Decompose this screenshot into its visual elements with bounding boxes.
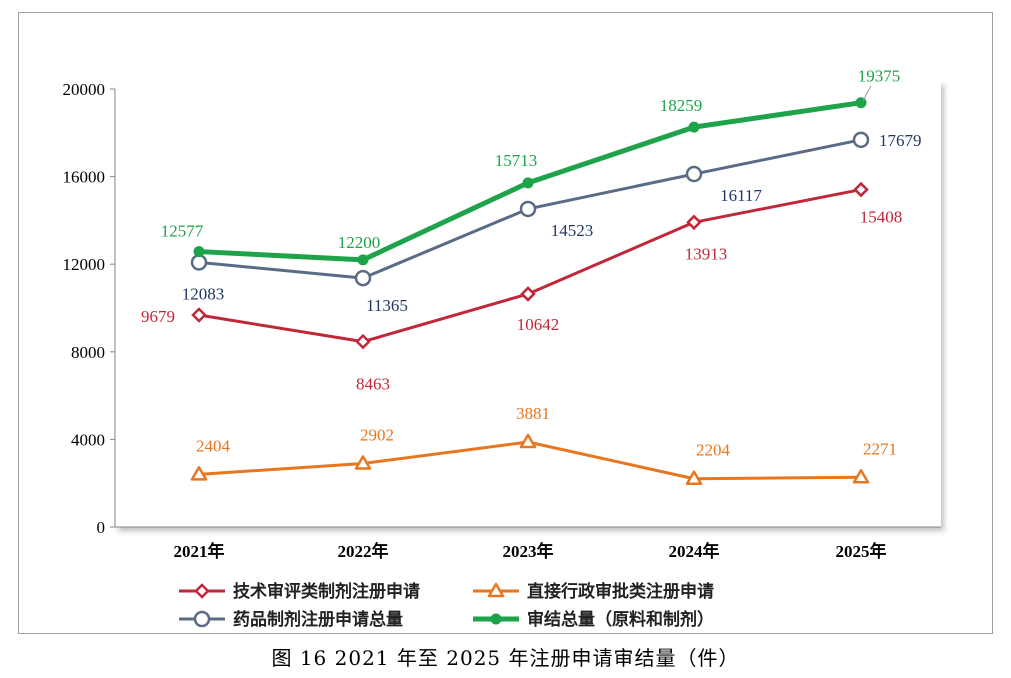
data-label: 2204 bbox=[696, 441, 731, 460]
data-label: 2902 bbox=[360, 425, 394, 444]
data-label: 12577 bbox=[161, 222, 204, 241]
data-label: 2271 bbox=[863, 439, 897, 458]
data-label: 14523 bbox=[551, 221, 594, 240]
line-chart: 0 4000 8000 12000 16000 20000 2021年 2022年 2023年… bbox=[63, 67, 941, 630]
x-tick-label: 2025年 bbox=[836, 541, 887, 561]
data-point bbox=[852, 469, 870, 484]
data-label: 9679 bbox=[141, 307, 175, 326]
data-point bbox=[357, 254, 369, 266]
data-label: 10642 bbox=[517, 315, 560, 334]
legend-label: 药品制剂注册申请总量 bbox=[233, 609, 403, 630]
data-label: 3881 bbox=[516, 404, 550, 423]
data-label: 17679 bbox=[879, 131, 922, 150]
data-point bbox=[193, 246, 205, 258]
legend-item-1: 技术审评类制剂注册申请 bbox=[179, 581, 420, 602]
series-1 bbox=[191, 181, 869, 350]
figure-caption: 图 16 2021 年至 2025 年注册申请审结量（件） bbox=[271, 646, 740, 670]
leader-line bbox=[862, 85, 872, 101]
legend-label: 技术审评类制剂注册申请 bbox=[233, 581, 420, 602]
data-point bbox=[686, 214, 702, 231]
legend-label: 直接行政审批类注册申请 bbox=[527, 581, 714, 602]
data-point bbox=[519, 433, 537, 449]
x-tick-label: 2023年 bbox=[503, 541, 554, 561]
series-layer bbox=[190, 97, 870, 485]
data-point bbox=[520, 286, 536, 302]
y-tick-label: 8000 bbox=[71, 343, 105, 362]
data-label: 19375 bbox=[858, 67, 901, 86]
series-3 bbox=[190, 131, 870, 287]
series-4 bbox=[193, 97, 867, 266]
data-point bbox=[354, 269, 372, 287]
data-point bbox=[855, 97, 867, 109]
y-tick-label: 4000 bbox=[71, 430, 105, 449]
data-label: 15408 bbox=[860, 208, 903, 227]
data-point bbox=[355, 333, 371, 350]
data-point bbox=[852, 131, 870, 149]
data-point bbox=[853, 181, 869, 198]
x-tick-label: 2021年 bbox=[174, 541, 225, 561]
data-label: 16117 bbox=[720, 186, 762, 205]
y-tick-label: 16000 bbox=[63, 168, 106, 187]
data-label: 15713 bbox=[495, 151, 538, 170]
data-label: 12083 bbox=[182, 284, 225, 303]
data-label: 18259 bbox=[660, 96, 703, 115]
y-tick-label: 0 bbox=[97, 518, 106, 537]
data-point bbox=[685, 165, 703, 183]
data-labels: 9679 8463 10642 13913 15408 2404 2902 3881 2204 2… bbox=[141, 67, 922, 460]
data-point bbox=[522, 177, 534, 189]
legend-swatch-marker bbox=[193, 610, 211, 628]
y-axis-ticks: 0 4000 8000 12000 16000 20000 bbox=[63, 80, 115, 537]
legend-label: 审结总量（原料和制剂） bbox=[527, 609, 714, 630]
data-point bbox=[688, 121, 700, 133]
chart-frame: 0 4000 8000 12000 16000 20000 2021年 2022年 2023年… bbox=[18, 12, 993, 634]
plot-area bbox=[115, 81, 941, 527]
data-label: 2404 bbox=[196, 436, 231, 455]
y-tick-label: 20000 bbox=[63, 80, 106, 99]
data-label: 13913 bbox=[685, 244, 728, 263]
x-axis-ticks: 2021年 2022年 2023年 2024年 2025年 bbox=[174, 541, 887, 561]
data-label: 11365 bbox=[366, 296, 408, 315]
x-tick-label: 2024年 bbox=[669, 541, 720, 561]
data-point bbox=[190, 466, 208, 481]
data-point bbox=[354, 455, 372, 470]
legend-item-4: 审结总量（原料和制剂） bbox=[473, 609, 714, 630]
legend-swatch-marker bbox=[490, 613, 502, 625]
legend-swatch-marker bbox=[487, 582, 505, 598]
y-tick-label: 12000 bbox=[63, 255, 106, 274]
x-tick-label: 2022年 bbox=[338, 541, 389, 561]
legend-swatch-marker bbox=[194, 583, 210, 599]
legend-item-2: 直接行政审批类注册申请 bbox=[473, 581, 714, 602]
data-label: 12200 bbox=[338, 233, 381, 252]
data-label: 8463 bbox=[356, 375, 390, 394]
legend-item-3: 药品制剂注册申请总量 bbox=[179, 609, 403, 630]
data-point bbox=[519, 200, 537, 218]
data-point bbox=[191, 307, 207, 323]
data-point bbox=[685, 470, 703, 485]
data-point bbox=[190, 254, 208, 271]
series-2 bbox=[190, 433, 870, 485]
